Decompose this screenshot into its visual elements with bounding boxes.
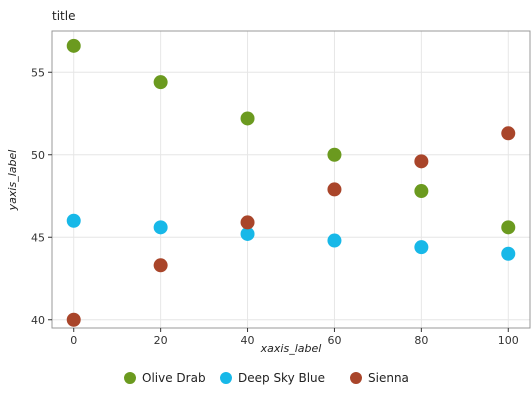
legend-marker-sienna	[350, 372, 362, 384]
point-olive-drab	[66, 38, 81, 53]
chart-title: title	[52, 9, 75, 23]
point-sienna	[66, 312, 81, 327]
x-tick-label: 60	[327, 334, 341, 347]
y-tick-label: 50	[31, 149, 45, 162]
point-deep-sky-blue	[66, 213, 81, 228]
x-tick-label: 100	[498, 334, 519, 347]
x-tick-label: 80	[414, 334, 428, 347]
point-olive-drab	[153, 75, 168, 90]
point-olive-drab	[240, 111, 255, 126]
y-axis-label: yaxis_label	[6, 150, 19, 212]
point-deep-sky-blue	[327, 233, 342, 248]
y-tick-label: 55	[31, 66, 45, 79]
y-tick-label: 40	[31, 314, 45, 327]
legend-marker-deep-sky-blue	[220, 372, 232, 384]
point-sienna	[153, 258, 168, 273]
point-olive-drab	[327, 147, 342, 162]
x-tick-label: 0	[70, 334, 77, 347]
x-tick-label: 40	[241, 334, 255, 347]
x-axis: 0 20 40 60 80 100	[70, 328, 519, 347]
data-points	[66, 38, 516, 327]
y-tick-label: 45	[31, 231, 45, 244]
point-deep-sky-blue	[240, 226, 255, 241]
point-sienna	[501, 126, 516, 141]
point-sienna	[240, 215, 255, 230]
point-sienna	[414, 154, 429, 169]
legend-label-deep-sky-blue: Deep Sky Blue	[238, 371, 325, 385]
grid	[52, 31, 530, 328]
point-olive-drab	[414, 184, 429, 199]
point-deep-sky-blue	[501, 246, 516, 261]
y-axis: 40 45 50 55	[31, 66, 52, 327]
point-deep-sky-blue	[414, 240, 429, 255]
legend: Olive Drab Deep Sky Blue Sienna	[124, 371, 409, 385]
x-axis-label: xaxis_label	[260, 342, 322, 355]
point-deep-sky-blue	[153, 220, 168, 235]
plot-frame	[51, 30, 531, 329]
point-sienna	[327, 182, 342, 197]
x-tick-label: 20	[154, 334, 168, 347]
point-olive-drab	[501, 220, 516, 235]
legend-label-olive-drab: Olive Drab	[142, 371, 206, 385]
legend-label-sienna: Sienna	[368, 371, 409, 385]
legend-marker-olive-drab	[124, 372, 136, 384]
